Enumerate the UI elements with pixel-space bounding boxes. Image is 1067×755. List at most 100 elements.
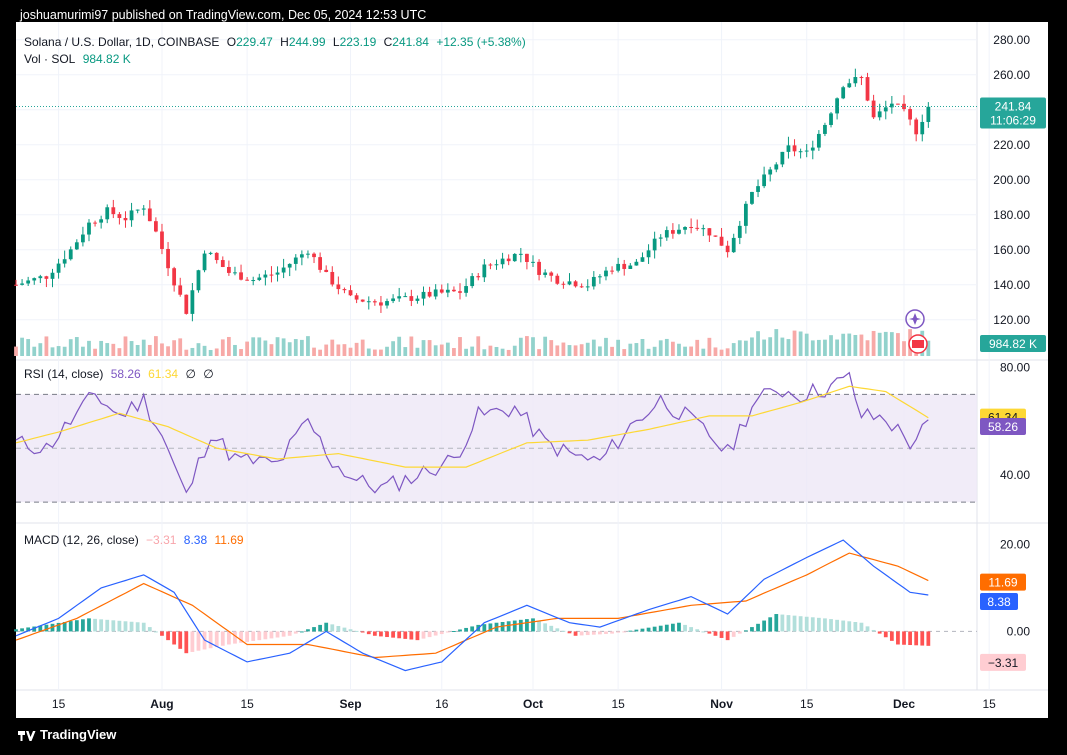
macd-histogram-bar [178,631,183,649]
macd-histogram-bar [245,631,250,642]
volume-bar [835,339,839,356]
rsi-extra-2: ∅ [203,367,214,381]
volume-bar [427,340,432,356]
macd-histogram-bar [20,628,24,632]
ohlc-high: H244.99 [280,35,326,49]
volume-bar [342,344,347,356]
macd-histogram-bar [914,631,919,646]
volume-bar [226,336,231,356]
candle-body [561,283,566,285]
candle-body [889,103,894,108]
volume-bar [926,340,931,356]
candle-body [634,261,639,266]
time-tick-label: Sep [340,697,362,711]
macd-histogram-bar [756,623,760,632]
macd-histogram-bar [184,631,189,654]
macd-histogram-bar [902,631,906,645]
volume-bar [537,349,541,356]
volume-bar [707,337,712,356]
macd-histogram-bar [208,631,213,649]
macd-histogram-bar [926,631,931,646]
volume-bar [737,340,742,356]
volume-bar [354,342,359,356]
macd-histogram-bar [865,626,870,632]
macd-histogram-bar [652,626,657,632]
time-tick-label: Nov [710,697,733,711]
candle-body [184,294,189,314]
candle-body [257,277,262,281]
candle-body [220,260,225,268]
macd-line-badge [980,592,1018,610]
volume-bar [172,340,177,356]
candle-body [105,207,110,220]
macd-histogram-bar [403,631,408,639]
macd-histogram-bar [512,620,517,632]
volume-bar [871,330,876,356]
macd-histogram-bar [616,631,621,633]
macd-histogram-bar [135,622,140,632]
candle-body [391,298,395,302]
candle-body [38,276,43,279]
candle-body [658,237,663,239]
macd-histogram-bar [385,631,389,638]
macd-histogram-bar [257,631,262,641]
macd-histogram-bar [896,631,900,645]
macd-histogram-bar [786,615,791,632]
candle-body [439,289,444,293]
macd-histogram-bar [38,625,43,632]
macd-histogram-bar [44,624,49,632]
macd-histogram-bar [908,631,912,646]
candle-body [56,263,61,273]
candle-body [743,203,748,226]
volume-bar [196,343,201,356]
candle-body [421,291,426,299]
volume-bar [853,334,858,356]
candle-body [652,238,657,251]
volume-badge-value: 984.82 K [989,337,1037,351]
macd-histogram-bar [470,626,475,632]
macd-histogram-bar [330,624,335,632]
macd-histogram-bar [226,631,231,645]
candle-body [731,237,736,253]
macd-histogram-bar [306,629,310,632]
macd-histogram-bar [531,618,535,632]
volume-bar [604,337,608,356]
candle-body [555,275,560,284]
macd-histogram-bar [737,631,742,634]
macd-histogram-bar [798,616,803,632]
volume-bar [445,342,450,356]
macd-histogram-bar [117,620,122,632]
volume-bar [105,343,110,356]
candle-body [537,261,541,275]
event-star-glyph-icon [909,313,921,325]
rsi-ma-value: 61.34 [148,367,179,381]
candle-body [512,253,517,262]
candle-body [695,227,700,229]
candle-body [214,252,219,261]
volume-bar [555,345,560,356]
last-price-value: 241.84 [995,100,1032,114]
volume-bar [482,349,487,356]
volume-bar [26,339,31,356]
macd-histogram-bar [677,622,681,632]
macd-histogram-bar [160,631,164,636]
volume-bar [798,331,803,356]
time-tick-label: 15 [52,697,66,711]
candle-body [87,222,91,235]
macd-histogram-bar [214,631,219,647]
ohlc-open: O229.47 [226,35,273,49]
volume-bar [841,333,846,356]
volume-bar [421,340,426,356]
candle-body [342,289,347,291]
macd-histogram-bar [32,626,37,632]
candle-body [154,221,158,232]
macd-histogram-bar [281,631,286,637]
macd-histogram-bar [591,631,596,635]
volume-bar [622,349,627,356]
candle-body [525,253,529,262]
candle-body [774,164,779,170]
rsi-ma-line [15,385,929,468]
volume-bar [591,339,596,356]
